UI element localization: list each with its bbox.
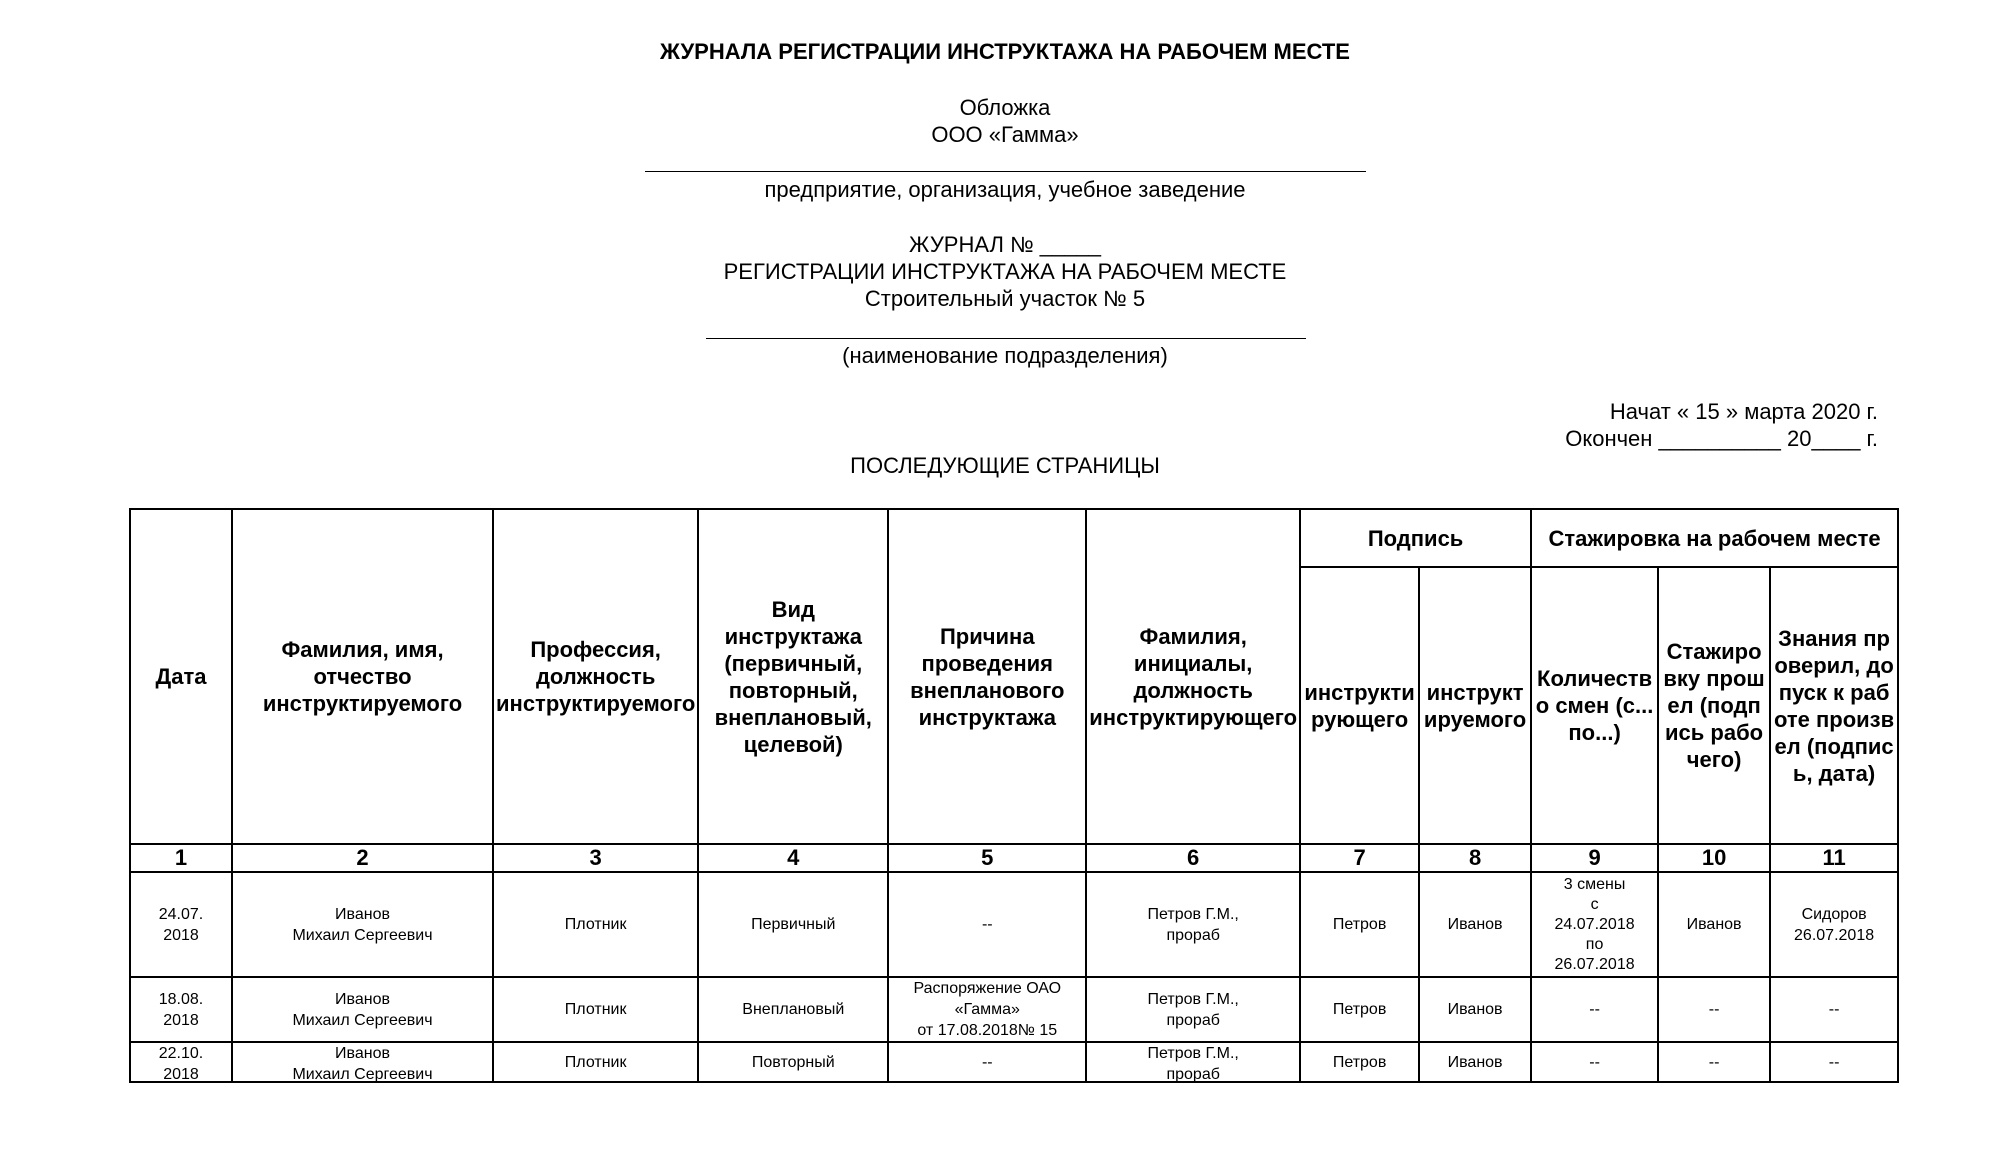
cell-shifts: --	[1530, 976, 1660, 1043]
cell-text: Повторный	[751, 1053, 835, 1071]
column-number: 9	[1530, 843, 1660, 873]
cell-text: --	[981, 1053, 993, 1071]
cell-text: --	[1828, 1053, 1840, 1071]
cell-type: Первичный	[697, 871, 890, 978]
cell-profession: Плотник	[491, 871, 700, 978]
cell-passed: Иванов	[1657, 871, 1772, 978]
division-caption: (наименование подразделения)	[842, 343, 1168, 368]
header-reason: Причина проведения внепланового инструкт…	[887, 508, 1088, 845]
cell-date: 18.08. 2018	[129, 976, 233, 1043]
division-line	[706, 338, 1306, 339]
cell-instructor: Петров Г.М., прораб	[1085, 871, 1302, 978]
column-number: 3	[491, 843, 700, 873]
column-number: 7	[1299, 843, 1421, 873]
cell-text: --	[1589, 1053, 1600, 1071]
cell-sig-instructed: Иванов	[1418, 976, 1533, 1043]
instruction-register-table: Дата Фамилия, имя, отчество инструктируе…	[129, 508, 1900, 1083]
cell-reason: --	[887, 871, 1088, 978]
organization-line	[645, 171, 1366, 172]
document-title: ЖУРНАЛА РЕГИСТРАЦИИ ИНСТРУКТАЖА НА РАБОЧ…	[660, 39, 1350, 64]
header-profession: Профессия, должность инструктируемого	[491, 508, 700, 845]
cell-text: Иванов	[1447, 1053, 1503, 1071]
cell-reason: --	[887, 1041, 1088, 1083]
cell-text: 22.10. 2018	[158, 1045, 204, 1081]
cell-name: Иванов Михаил Сергеевич	[231, 871, 494, 978]
division-name: Строительный участок № 5	[864, 286, 1146, 311]
cover-label: Обложка	[959, 95, 1051, 120]
organization-name: ООО «Гамма»	[931, 122, 1079, 147]
column-number: 6	[1085, 843, 1302, 873]
cell-text: Петров Г.М., прораб	[1147, 1045, 1239, 1081]
cell-sig-instructor: Петров	[1299, 976, 1421, 1043]
cell-type: Внеплановый	[697, 976, 890, 1043]
table-row: 22.10. 2018 Иванов Михаил Сергеевич Плот…	[129, 1041, 1900, 1083]
cell-sig-instructor: Петров	[1299, 1041, 1421, 1083]
header-signature: Подпись	[1299, 508, 1533, 568]
cell-type: Повторный	[697, 1041, 890, 1083]
cell-shifts: --	[1530, 1041, 1660, 1083]
cell-shifts: 3 смены с 24.07.2018 по 26.07.2018	[1530, 871, 1660, 978]
cell-profession: Плотник	[491, 1041, 700, 1083]
journal-number: ЖУРНАЛ № _____	[909, 232, 1101, 257]
organization-caption: предприятие, организация, учебное заведе…	[764, 177, 1246, 202]
cell-instructor: Петров Г.М., прораб	[1085, 976, 1302, 1043]
subsequent-pages-heading: ПОСЛЕДУЮЩИЕ СТРАНИЦЫ	[850, 453, 1160, 478]
cell-sig-instructed: Иванов	[1418, 1041, 1533, 1083]
cell-reason: Распоряжение ОАО «Гамма» от 17.08.2018№ …	[887, 976, 1088, 1043]
cell-sig-instructor: Петров	[1299, 871, 1421, 978]
started-date: Начат « 15 » марта 2020 г.	[1609, 399, 1878, 424]
cell-text: Иванов Михаил Сергеевич	[292, 1045, 433, 1081]
column-numbers-row: 1 2 3 4 5 6 7 8 9 10 11	[129, 843, 1900, 873]
header-sig-instructed: инструктируемого	[1418, 566, 1533, 845]
header-admitted: Знания проверил, допуск к работе произве…	[1769, 566, 1900, 845]
cell-profession: Плотник	[491, 976, 700, 1043]
cell-date: 22.10. 2018	[129, 1041, 233, 1083]
column-number: 4	[697, 843, 890, 873]
column-number: 5	[887, 843, 1088, 873]
header-date: Дата	[129, 508, 233, 845]
cell-admitted: --	[1769, 1041, 1900, 1083]
column-number: 8	[1418, 843, 1533, 873]
cell-text: --	[1708, 1053, 1720, 1071]
table-row: 18.08. 2018 Иванов Михаил Сергеевич Плот…	[129, 976, 1900, 1043]
table-row: 24.07. 2018 Иванов Михаил Сергеевич Плот…	[129, 871, 1900, 978]
ended-date: Окончен __________ 20____ г.	[1565, 426, 1878, 451]
header-internship: Стажировка на рабочем месте	[1530, 508, 1900, 568]
cell-date: 24.07. 2018	[129, 871, 233, 978]
cell-text: Петров	[1332, 1053, 1387, 1071]
cell-admitted: --	[1769, 976, 1900, 1043]
header-sig-instructor: инструктирующего	[1299, 566, 1421, 845]
header-type: Вид инструктажа (первичный, повторный, в…	[697, 508, 890, 845]
header-shifts: Количество смен (с... по...)	[1530, 566, 1660, 845]
cell-admitted: Сидоров 26.07.2018	[1769, 871, 1900, 978]
cell-instructor: Петров Г.М., прораб	[1085, 1041, 1302, 1083]
cell-passed: --	[1657, 1041, 1772, 1083]
header-passed: Стажировку прошел (подпись рабочего)	[1657, 566, 1772, 845]
cell-sig-instructed: Иванов	[1418, 871, 1533, 978]
column-number: 10	[1657, 843, 1772, 873]
column-number: 2	[231, 843, 494, 873]
cell-name: Иванов Михаил Сергеевич	[231, 1041, 494, 1083]
column-number: 1	[129, 843, 233, 873]
journal-title: РЕГИСТРАЦИИ ИНСТРУКТАЖА НА РАБОЧЕМ МЕСТЕ	[723, 259, 1287, 284]
cell-text: Плотник	[564, 1053, 627, 1071]
cell-passed: --	[1657, 976, 1772, 1043]
header-instructor: Фамилия, инициалы, должность инструктиру…	[1085, 508, 1302, 845]
cell-name: Иванов Михаил Сергеевич	[231, 976, 494, 1043]
column-number: 11	[1769, 843, 1900, 873]
header-name: Фамилия, имя, отчество инструктируемого	[231, 508, 494, 845]
